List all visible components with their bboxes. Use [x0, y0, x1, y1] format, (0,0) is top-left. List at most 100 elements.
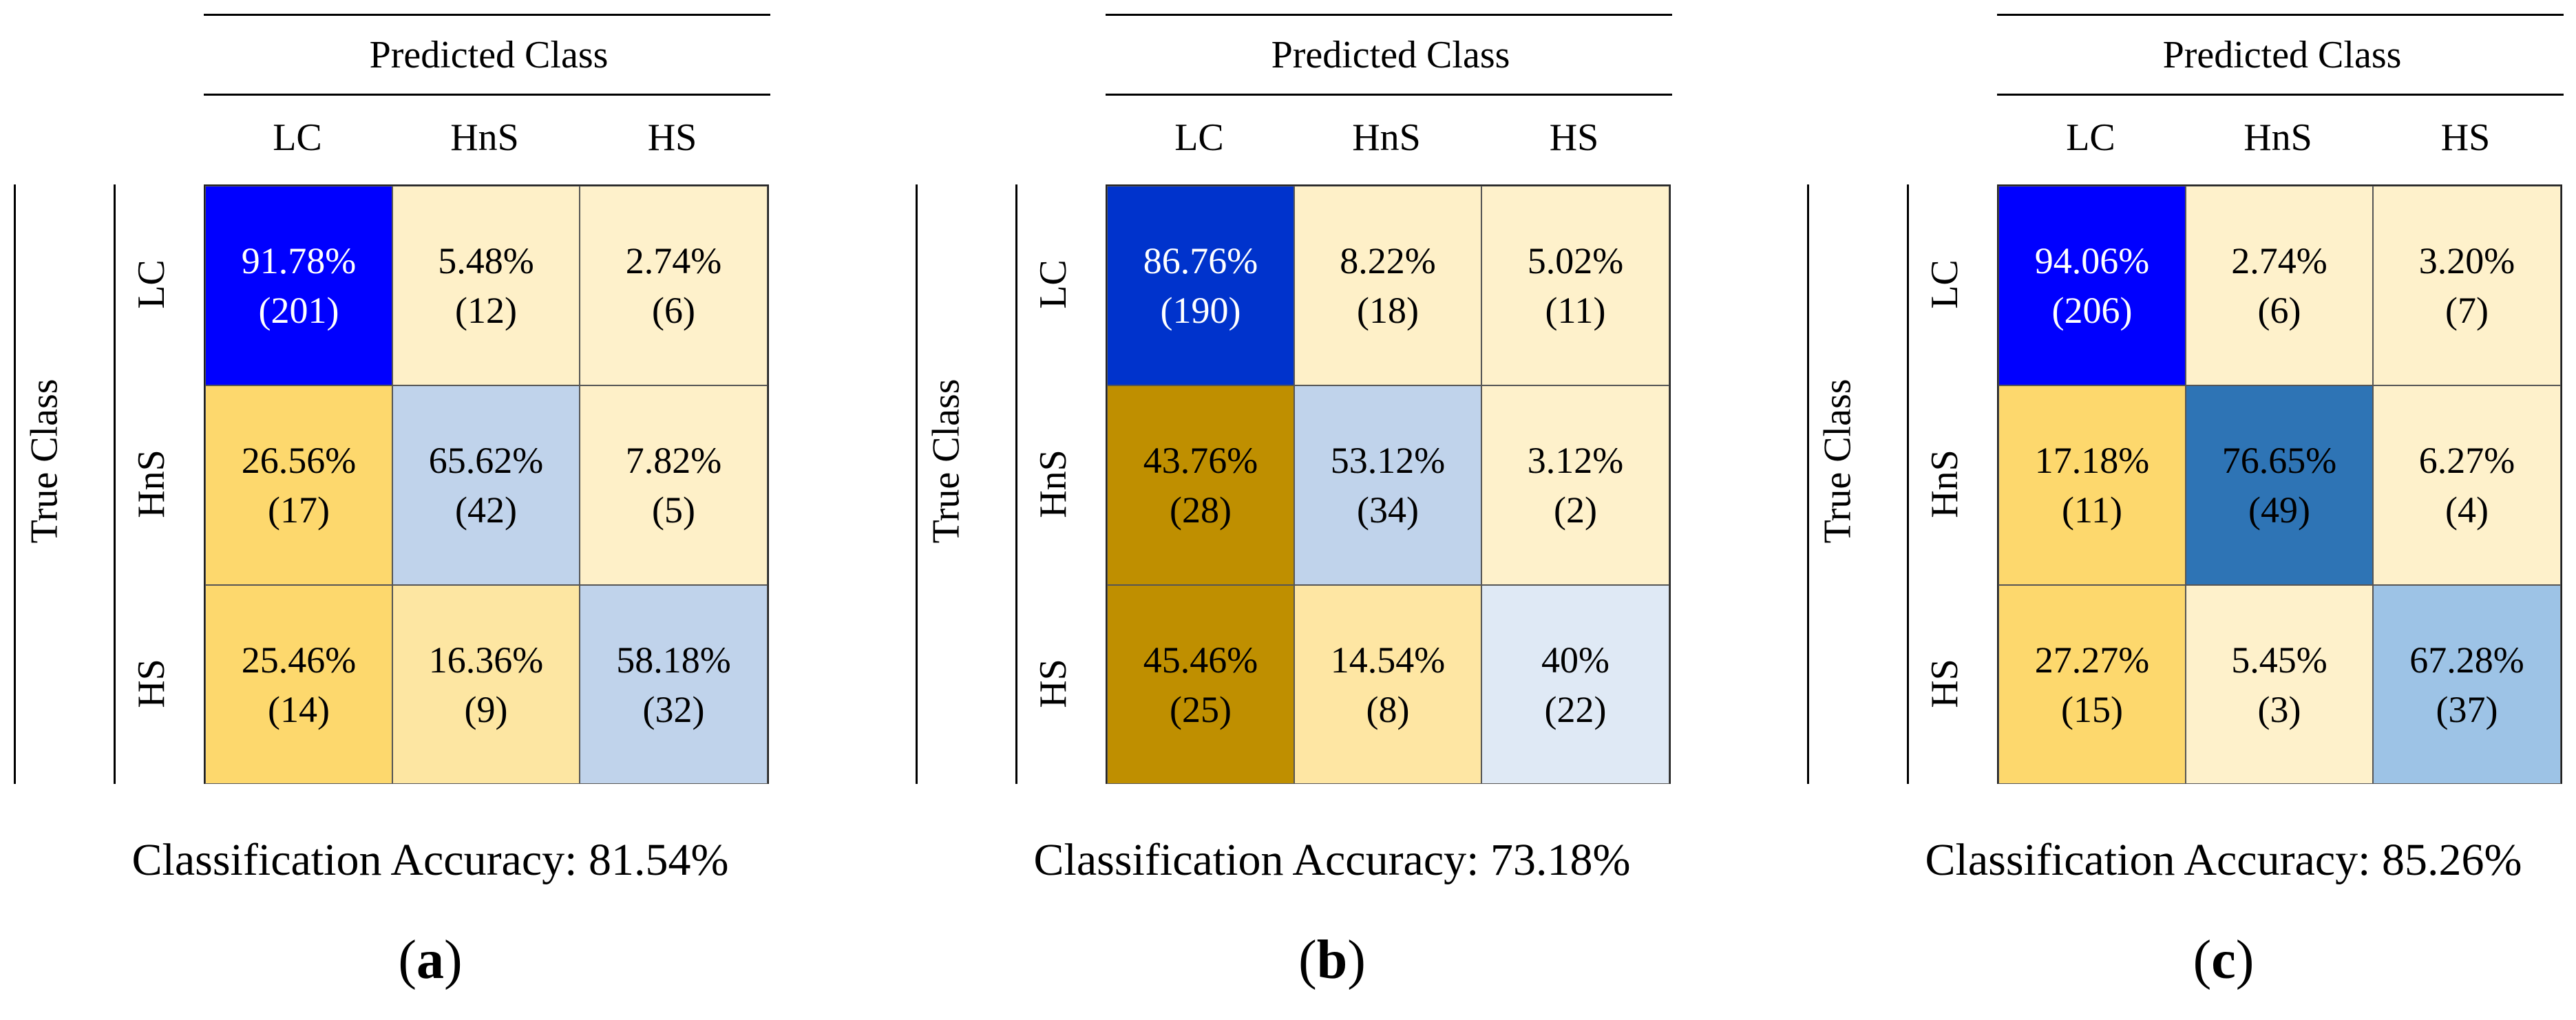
- cell-percentage: 65.62%: [428, 440, 544, 481]
- cell-hs-hs: 40% (22): [1481, 585, 1669, 784]
- true-class-title-text: True Class: [23, 379, 66, 544]
- classification-accuracy: Classification Accuracy: 73.18%: [1033, 835, 1631, 885]
- true-class-title: True Class: [23, 341, 66, 582]
- cell-percentage: 5.02%: [1527, 240, 1624, 281]
- row-label-text: HS: [130, 659, 173, 708]
- row-label-text: HnS: [1923, 449, 1966, 518]
- cell-percentage: 67.28%: [2409, 639, 2524, 681]
- cell-percentage: 5.48%: [438, 240, 534, 281]
- row-label-hs: HS: [124, 584, 179, 783]
- confusion-matrix-panel-a: Predicted Class LC HnS HS True Class LC HnS HS 9…: [0, 0, 861, 1020]
- true-class-title: True Class: [925, 341, 968, 582]
- cell-percentage: 25.46%: [241, 639, 357, 681]
- cell-count: (28): [1170, 489, 1232, 531]
- cell-count: (6): [652, 290, 695, 331]
- predicted-class-top-rule: [204, 14, 770, 16]
- cell-hs-lc: 45.46% (25): [1107, 585, 1294, 784]
- row-label-hns: HnS: [124, 384, 179, 584]
- cell-count: (37): [2436, 688, 2498, 730]
- cell-count: (5): [652, 489, 695, 531]
- cell-count: (49): [2248, 489, 2310, 531]
- cell-count: (34): [1357, 489, 1419, 531]
- cell-percentage: 3.12%: [1527, 440, 1624, 481]
- confusion-matrix-grid: 91.78% (201) 5.48% (12) 2.74% (6) 26.56% (17) 65…: [204, 184, 769, 784]
- cell-hns-hns: 53.12% (34): [1294, 385, 1481, 585]
- cell-count: (2): [1554, 489, 1597, 531]
- cell-hs-lc: 27.27% (15): [1998, 585, 2186, 784]
- cell-count: (190): [1160, 290, 1241, 331]
- cell-count: (32): [642, 688, 705, 730]
- confusion-matrix-grid: 86.76% (190) 8.22% (18) 5.02% (11) 43.76% (28) 5…: [1106, 184, 1671, 784]
- cell-hs-hns: 5.45% (3): [2186, 585, 2373, 784]
- cell-percentage: 40%: [1541, 639, 1609, 681]
- cell-count: (7): [2445, 290, 2489, 331]
- cell-percentage: 27.27%: [2034, 639, 2150, 681]
- cell-count: (11): [1545, 290, 1606, 331]
- cell-percentage: 2.74%: [625, 240, 722, 281]
- cell-count: (11): [2062, 489, 2122, 531]
- panel-label: (a): [398, 930, 463, 990]
- cell-hns-hs: 3.12% (2): [1481, 385, 1669, 585]
- panel-letter: a: [416, 930, 444, 990]
- cell-hns-hns: 65.62% (42): [392, 385, 580, 585]
- cell-hs-hns: 16.36% (9): [392, 585, 580, 784]
- cell-percentage: 2.74%: [2231, 240, 2327, 281]
- predicted-class-bottom-rule: [1106, 94, 1672, 96]
- row-label-hns: HnS: [1917, 384, 1972, 584]
- cell-lc-hs: 2.74% (6): [580, 186, 768, 385]
- column-label-lc: LC: [273, 116, 322, 159]
- cell-count: (22): [1544, 688, 1607, 730]
- cell-lc-hns: 5.48% (12): [392, 186, 580, 385]
- cell-percentage: 17.18%: [2034, 440, 2150, 481]
- cell-percentage: 14.54%: [1330, 639, 1446, 681]
- cell-count: (8): [1366, 688, 1410, 730]
- cell-count: (9): [464, 688, 508, 730]
- row-label-lc: LC: [1917, 184, 1972, 384]
- cell-count: (3): [2257, 688, 2301, 730]
- cell-lc-lc: 94.06% (206): [1998, 186, 2186, 385]
- row-label-hs: HS: [1026, 584, 1081, 783]
- predicted-class-bottom-rule: [1997, 94, 2564, 96]
- true-class-title-text: True Class: [925, 379, 968, 544]
- true-class-inner-rule: [1015, 184, 1017, 784]
- cell-count: (42): [455, 489, 517, 531]
- cell-percentage: 6.27%: [2418, 440, 2515, 481]
- cell-percentage: 8.22%: [1340, 240, 1436, 281]
- column-label-hns: HnS: [450, 116, 519, 159]
- cell-count: (18): [1357, 290, 1419, 331]
- true-class-outer-rule: [1807, 184, 1809, 784]
- cell-percentage: 26.56%: [241, 440, 357, 481]
- cell-percentage: 7.82%: [625, 440, 722, 481]
- cell-lc-lc: 86.76% (190): [1107, 186, 1294, 385]
- cell-lc-hs: 3.20% (7): [2373, 186, 2561, 385]
- true-class-inner-rule: [114, 184, 116, 784]
- predicted-class-title: Predicted Class: [2162, 34, 2402, 76]
- row-label-text: LC: [1032, 259, 1075, 309]
- true-class-outer-rule: [14, 184, 16, 784]
- cell-count: (15): [2061, 688, 2123, 730]
- true-class-inner-rule: [1907, 184, 1909, 784]
- cell-count: (4): [2445, 489, 2489, 531]
- cell-hns-lc: 26.56% (17): [205, 385, 392, 585]
- predicted-class-top-rule: [1106, 14, 1672, 16]
- row-label-text: LC: [1923, 259, 1966, 309]
- cell-hns-hs: 6.27% (4): [2373, 385, 2561, 585]
- cell-percentage: 45.46%: [1143, 639, 1258, 681]
- row-label-lc: LC: [124, 184, 179, 384]
- cell-count: (201): [258, 290, 339, 331]
- panel-letter: b: [1316, 930, 1348, 990]
- confusion-matrix-grid: 94.06% (206) 2.74% (6) 3.20% (7) 17.18% (11) 76.…: [1997, 184, 2562, 784]
- cell-count: (12): [455, 290, 517, 331]
- cell-count: (14): [268, 688, 330, 730]
- true-class-outer-rule: [916, 184, 918, 784]
- predicted-class-title: Predicted Class: [369, 34, 609, 76]
- cell-percentage: 5.45%: [2231, 639, 2327, 681]
- cell-count: (6): [2257, 290, 2301, 331]
- row-label-text: HS: [1032, 659, 1075, 708]
- cell-percentage: 3.20%: [2418, 240, 2515, 281]
- panel-label: (c): [2193, 930, 2255, 990]
- panel-letter: c: [2211, 930, 2236, 990]
- column-label-hns: HnS: [1352, 116, 1421, 159]
- predicted-class-top-rule: [1997, 14, 2564, 16]
